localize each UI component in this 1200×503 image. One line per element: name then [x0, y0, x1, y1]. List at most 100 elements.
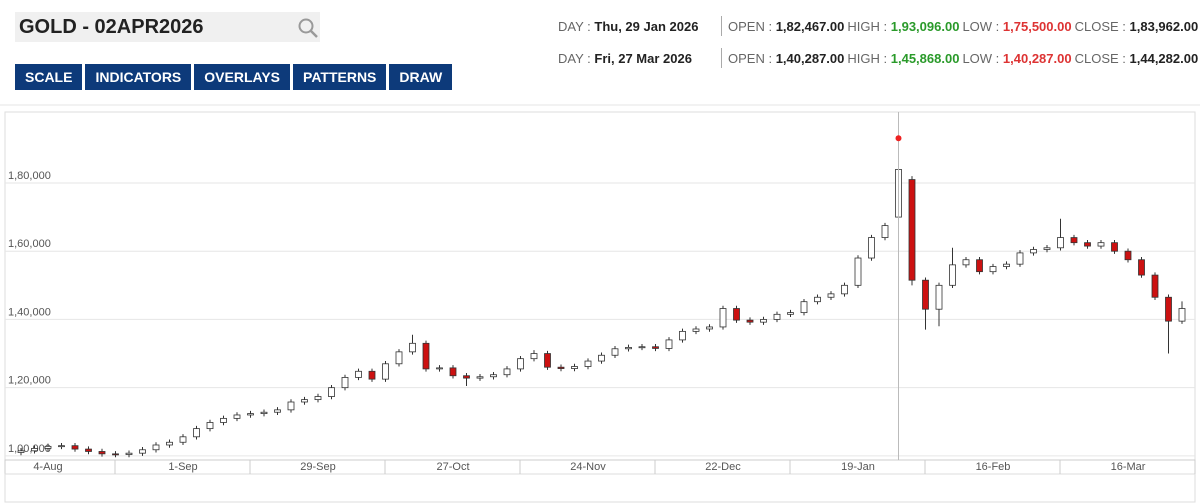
candle-body [841, 284, 848, 295]
candle-body [490, 374, 497, 378]
field-label: LOW : [962, 19, 1000, 34]
candle-body [908, 179, 916, 281]
candle-body [1030, 249, 1037, 254]
candle-body [530, 353, 538, 360]
field-label: OPEN : [728, 51, 773, 66]
y-tick-label: 1,40,000 [8, 306, 51, 318]
separator [721, 16, 722, 36]
candle-body [58, 445, 65, 448]
candle-body [1084, 242, 1091, 247]
candle-body [787, 312, 794, 315]
toolbar-button[interactable]: INDICATORS [85, 64, 192, 90]
x-tick-label: 27-Oct [436, 461, 469, 473]
candle-body [476, 376, 484, 379]
x-tick-label: 24-Nov [570, 461, 606, 473]
high-marker [895, 135, 902, 142]
candle-body [1178, 308, 1186, 322]
toolbar-button[interactable]: SCALE [15, 64, 83, 90]
candle-body [1043, 247, 1051, 250]
candle-body [98, 451, 106, 455]
candle-body [827, 293, 835, 298]
candle-body [436, 367, 443, 370]
candle-body [125, 452, 133, 455]
x-tick-label: 1-Sep [168, 461, 197, 473]
symbol-title: GOLD - 02APR2026 [19, 16, 204, 38]
candle-body [247, 413, 254, 416]
candle-body [1016, 252, 1024, 265]
candle-body [328, 387, 335, 397]
candle-body [517, 358, 524, 370]
candle-body [760, 319, 767, 323]
field-value: 1,44,282.00 [1129, 51, 1199, 66]
candle-body [976, 259, 983, 273]
candle-body [1111, 242, 1118, 252]
day-value: Fri, 27 Mar 2026 [594, 51, 692, 66]
info-field: LOW : 1,40,287.00 [962, 51, 1071, 71]
info-row: DAY : Fri, 27 Mar 2026 OPEN : 1,40,287.00… [558, 48, 1200, 71]
search-icon[interactable] [297, 17, 319, 39]
candle-body [1070, 237, 1078, 244]
candle-body [949, 264, 956, 286]
candle-body [112, 453, 119, 456]
x-tick-label: 19-Jan [841, 461, 875, 473]
toolbar-button[interactable]: PATTERNS [293, 64, 387, 90]
info-field: CLOSE : 1,44,282.00 [1075, 51, 1199, 71]
candle-body [193, 428, 200, 438]
field-value: 1,45,868.00 [890, 51, 960, 66]
symbol-box[interactable]: GOLD - 02APR2026 [15, 12, 320, 42]
toolbar-button[interactable]: DRAW [389, 64, 453, 90]
candle-body [719, 308, 727, 328]
candle-body [368, 370, 376, 380]
candle-body [544, 353, 551, 368]
field-label: OPEN : [728, 19, 773, 34]
x-tick-label: 22-Dec [705, 461, 741, 473]
info-field: LOW : 1,75,500.00 [962, 19, 1071, 39]
candle-body [1165, 296, 1172, 322]
candle-body [422, 342, 430, 370]
candle-body [44, 445, 52, 449]
candle-body [152, 444, 160, 451]
candle-body [814, 296, 821, 303]
candle-body [206, 422, 214, 430]
x-tick-label: 16-Mar [1111, 461, 1146, 473]
candle-body [989, 266, 997, 273]
candle-body [179, 436, 187, 443]
field-label: CLOSE : [1074, 19, 1126, 34]
info-field: CLOSE : 1,83,962.00 [1075, 19, 1199, 39]
candle-body [260, 411, 268, 414]
candle-body [1097, 242, 1105, 247]
candle-body [395, 351, 403, 365]
field-label: LOW : [962, 51, 1000, 66]
candle-body [1057, 237, 1064, 249]
info-day: DAY : Thu, 29 Jan 2026 [558, 19, 721, 39]
candle-body [557, 366, 565, 369]
candle-body [854, 257, 862, 286]
candle-body [382, 363, 389, 380]
candle-body [449, 367, 457, 377]
day-label: DAY : [558, 19, 591, 34]
candle-body [287, 401, 295, 411]
candle-body [962, 259, 970, 266]
candle-body [31, 447, 38, 452]
toolbar: SCALE INDICATORS OVERLAYS PATTERNS DRAW [15, 64, 453, 90]
info-day: DAY : Fri, 27 Mar 2026 [558, 51, 721, 71]
x-tick-label: 4-Aug [33, 461, 62, 473]
info-field: HIGH : 1,45,868.00 [847, 51, 959, 71]
candle-body [220, 417, 227, 423]
candle-body [935, 284, 943, 310]
candle-body [598, 354, 605, 362]
candle-body [503, 368, 511, 376]
y-tick-label: 1,00,000 [8, 443, 51, 455]
info-field: HIGH : 1,93,096.00 [847, 19, 959, 39]
candle-body [314, 396, 322, 401]
field-label: HIGH : [847, 19, 888, 34]
candle-body [1124, 250, 1132, 261]
candle-body [409, 342, 416, 353]
field-value: 1,75,500.00 [1002, 19, 1072, 34]
field-label: HIGH : [847, 51, 888, 66]
toolbar-button[interactable]: OVERLAYS [194, 64, 291, 90]
candle-body [166, 441, 173, 446]
plot-area [4, 111, 1196, 461]
field-label: CLOSE : [1074, 51, 1126, 66]
